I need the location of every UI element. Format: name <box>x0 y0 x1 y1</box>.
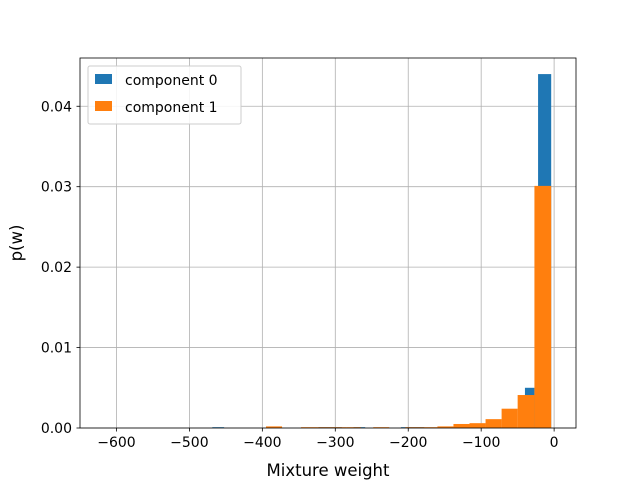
y-axis-title: p(w) <box>7 225 26 262</box>
histogram-bar-component-1 <box>317 427 332 428</box>
histogram-bar-component-1 <box>373 427 390 428</box>
histogram-bar-component-1 <box>517 395 535 428</box>
histogram-bar-component-1 <box>453 423 470 428</box>
histogram-bar-component-1 <box>266 426 283 428</box>
x-tick-label: −300 <box>316 435 354 451</box>
histogram-bar-component-0 <box>212 427 225 428</box>
legend-box <box>87 65 242 125</box>
axis-ticks: −600 −500 −400 −300 −200 −100 0 0.00 0.01 0.02 0.0… <box>41 99 559 451</box>
x-tick-label: 0 <box>550 435 559 451</box>
x-tick-label: −500 <box>170 435 208 451</box>
x-tick-label: −100 <box>462 435 500 451</box>
histogram-bar-component-1 <box>534 185 552 428</box>
legend-label-component-1: component 1 <box>125 100 218 116</box>
histogram-bar-component-1 <box>501 408 518 428</box>
legend-label-component-0: component 0 <box>125 73 218 89</box>
histogram-bar-component-1 <box>469 423 486 428</box>
y-tick-label: 0.00 <box>41 421 72 437</box>
y-tick-label: 0.02 <box>41 260 72 276</box>
histogram-bar-component-1 <box>301 427 318 428</box>
histogram-bar-component-1 <box>331 427 347 428</box>
legend-swatch-component-0 <box>95 74 112 84</box>
x-tick-label: −200 <box>389 435 427 451</box>
histogram-bar-component-1 <box>485 419 502 428</box>
y-tick-label: 0.01 <box>41 341 72 357</box>
histogram-bar-component-1 <box>346 427 361 428</box>
histogram-bar-component-1 <box>437 426 454 428</box>
histogram-bars <box>212 74 552 428</box>
legend-swatch-component-1 <box>95 101 112 111</box>
plot-frame <box>79 57 577 429</box>
legend: component 0 component 1 <box>87 65 242 125</box>
y-tick-label: 0.03 <box>41 180 72 196</box>
x-tick-label: −600 <box>97 435 135 451</box>
x-axis-title: Mixture weight <box>267 461 390 480</box>
histogram-bar-component-1 <box>405 427 422 428</box>
histogram-bar-component-1 <box>421 427 438 428</box>
x-tick-label: −400 <box>243 435 281 451</box>
y-tick-label: 0.04 <box>41 99 72 115</box>
